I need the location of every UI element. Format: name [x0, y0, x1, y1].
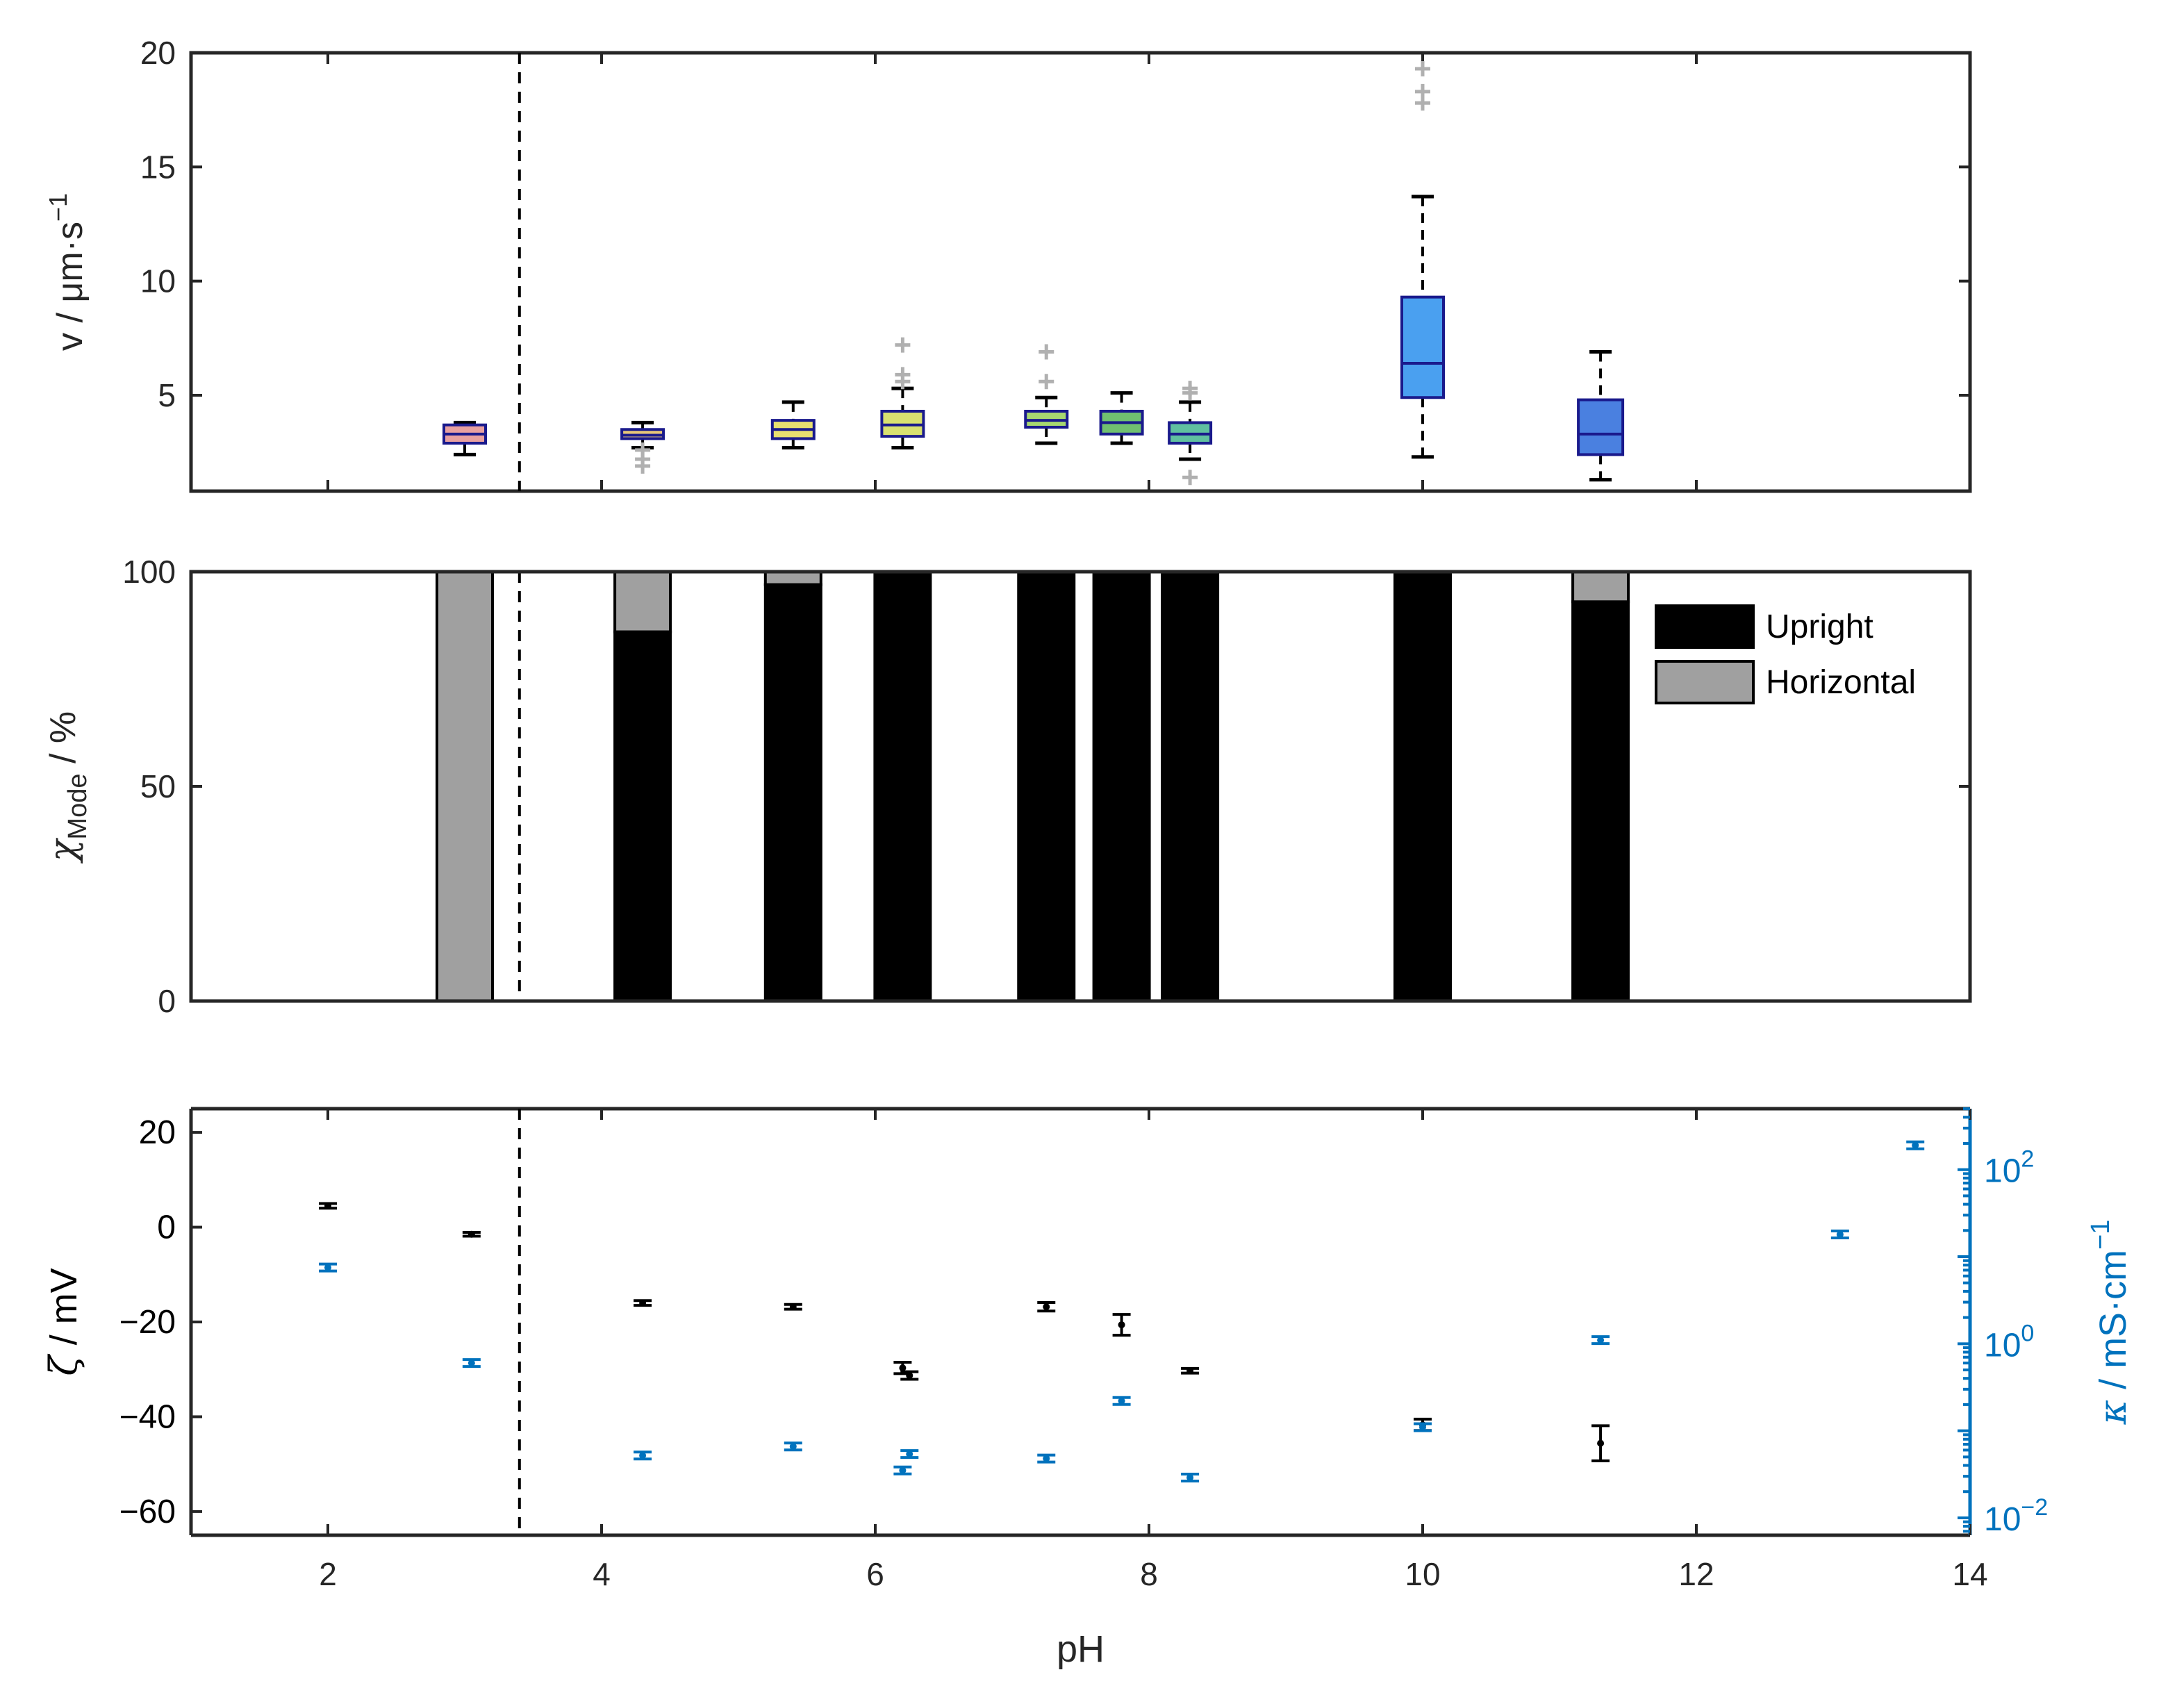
outlier-marker — [635, 458, 651, 474]
outlier-marker — [895, 337, 911, 353]
plot-frame — [189, 51, 1972, 493]
y-tick-label: 20 — [139, 1114, 176, 1151]
outlier-marker — [1182, 470, 1198, 486]
outlier-marker — [1039, 374, 1054, 390]
y-tick-label: −20 — [119, 1304, 176, 1341]
y-axis-label: χMode / % — [42, 711, 92, 864]
zeta-point — [1043, 1303, 1050, 1311]
y-tick-label: 50 — [140, 768, 176, 804]
y-axis-label-unit: / mV — [43, 1268, 85, 1355]
bar-upright — [1393, 570, 1452, 1002]
y-tick-label: −60 — [119, 1494, 176, 1530]
y-tick-label: 0 — [158, 983, 176, 1019]
kappa-point — [1912, 1141, 1919, 1149]
y-axis-label-right: κ / mS·cm−1 — [2086, 1220, 2135, 1425]
bar-horizontal — [763, 570, 822, 586]
bar-horizontal — [1571, 570, 1630, 604]
bar-upright — [1161, 570, 1220, 1002]
x-tick-label: 14 — [1952, 1556, 1987, 1592]
y-axis-label-sub: Mode — [63, 774, 92, 840]
kappa-point — [1597, 1337, 1605, 1344]
y-tick-label: 15 — [140, 149, 176, 185]
x-tick-label: 10 — [1405, 1556, 1440, 1592]
zeta-point — [324, 1202, 331, 1209]
zeta-point — [789, 1303, 797, 1311]
kappa-point — [1419, 1423, 1426, 1431]
kappa-point — [1836, 1231, 1844, 1239]
y-axis-label: v / μm·s−1 — [44, 193, 90, 351]
right-tick-exp: 0 — [2021, 1320, 2034, 1346]
y-axis-label-left: ζ / mV — [42, 1268, 85, 1375]
y-tick-label: 10 — [140, 263, 176, 299]
right-tick-label: 102 — [1984, 1146, 2034, 1190]
bar-upright — [613, 630, 672, 1002]
bar-upright — [763, 583, 822, 1002]
kappa-point — [1186, 1473, 1194, 1481]
outlier-marker — [1415, 83, 1430, 99]
bar-upright — [1571, 600, 1630, 1002]
zeta-point — [899, 1364, 907, 1372]
y-tick-label: 0 — [157, 1209, 176, 1246]
right-tick-label: 100 — [1984, 1320, 2034, 1364]
y-axis-label-sup: −1 — [44, 193, 72, 222]
right-tick-exp: −2 — [2021, 1494, 2048, 1521]
x-tick-label: 8 — [1140, 1556, 1158, 1592]
bar-upright — [1017, 570, 1076, 1002]
bar-horizontal — [613, 570, 672, 634]
kappa-point — [468, 1359, 475, 1367]
outlier-marker — [1415, 61, 1430, 77]
kappa-point — [1118, 1397, 1125, 1405]
y-axis-label-unit: / % — [43, 711, 83, 774]
right-tick-exp: 2 — [2021, 1146, 2034, 1173]
outlier-marker — [1182, 381, 1198, 397]
y-tick-label: 100 — [122, 554, 176, 590]
y-tick-label: −40 — [119, 1398, 176, 1435]
kappa-point — [324, 1264, 331, 1271]
kappa-point — [639, 1452, 647, 1460]
box — [1577, 398, 1625, 456]
x-tick-label: 2 — [319, 1556, 337, 1592]
y-axis-label-right-unit: / mS·cm — [2092, 1250, 2134, 1400]
kappa-point — [899, 1466, 907, 1474]
legend-swatch — [1655, 660, 1755, 704]
y-axis-label-right-sup: −1 — [2086, 1220, 2115, 1250]
bar-upright — [873, 570, 932, 1002]
kappa-point — [789, 1443, 797, 1450]
y-axis-label-right-symbol: κ — [2091, 1400, 2135, 1425]
bar-upright — [1092, 570, 1151, 1002]
right-tick-base: 10 — [1984, 1153, 2021, 1190]
outlier-marker — [895, 367, 911, 383]
right-tick-base: 10 — [1984, 1501, 2021, 1538]
kappa-point — [1043, 1455, 1050, 1462]
right-tick-label: 10−2 — [1984, 1494, 2048, 1538]
zeta-point — [1597, 1439, 1605, 1447]
y-axis-label-text: v / μm·s — [50, 222, 90, 351]
y-tick-label: 5 — [158, 377, 176, 413]
x-tick-label: 12 — [1678, 1556, 1714, 1592]
zeta-point — [1186, 1367, 1194, 1375]
kappa-point — [906, 1450, 913, 1458]
zeta-point — [639, 1299, 647, 1307]
mode-panel: 0 50 100 Upright Horizontal χMode / % — [42, 554, 1972, 1019]
x-axis-label: pH — [1057, 1628, 1105, 1670]
y-axis-label-symbol: χ — [42, 837, 84, 864]
speed-panel: 5 10 15 20 v / μm·s−1 — [44, 35, 1972, 493]
zeta-point — [906, 1372, 913, 1380]
y-axis-label-symbol: ζ — [42, 1354, 85, 1376]
x-tick-label: 6 — [866, 1556, 884, 1592]
x-tick-label: 4 — [593, 1556, 611, 1592]
legend-label: Horizontal — [1766, 664, 1916, 701]
y-tick-label: 20 — [140, 35, 176, 71]
right-tick-base: 10 — [1984, 1327, 2021, 1364]
box — [1400, 295, 1445, 399]
outlier-marker — [1039, 344, 1054, 360]
legend-label: Upright — [1766, 609, 1873, 645]
bar-horizontal — [436, 570, 494, 1002]
legend-swatch — [1655, 604, 1755, 649]
zeta-point — [468, 1230, 475, 1238]
zeta-point — [1118, 1321, 1125, 1329]
